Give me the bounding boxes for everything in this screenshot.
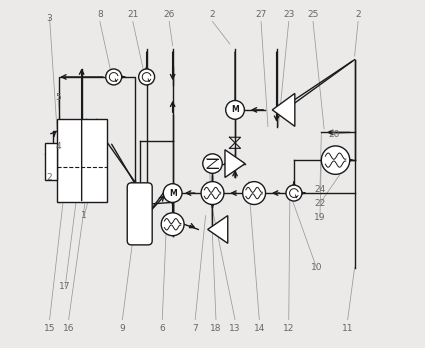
Circle shape <box>139 69 155 85</box>
Polygon shape <box>225 150 245 177</box>
Text: 19: 19 <box>314 213 326 222</box>
Circle shape <box>163 184 182 203</box>
Circle shape <box>161 213 184 236</box>
Text: 2: 2 <box>47 173 52 182</box>
Text: 8: 8 <box>97 10 103 19</box>
Text: 12: 12 <box>283 324 295 333</box>
Circle shape <box>226 101 244 119</box>
Text: 11: 11 <box>342 324 354 333</box>
Text: 20: 20 <box>328 130 340 139</box>
Text: 22: 22 <box>314 199 326 208</box>
Text: 13: 13 <box>229 324 241 333</box>
Circle shape <box>201 182 224 205</box>
Text: 24: 24 <box>314 185 326 194</box>
Text: 2: 2 <box>355 10 361 19</box>
Circle shape <box>321 146 350 174</box>
Text: 18: 18 <box>210 324 222 333</box>
Text: 9: 9 <box>119 324 125 333</box>
Text: 25: 25 <box>307 10 319 19</box>
Text: 1: 1 <box>81 211 87 220</box>
Text: 3: 3 <box>47 14 52 23</box>
Text: 15: 15 <box>44 324 55 333</box>
Polygon shape <box>272 93 295 126</box>
Circle shape <box>243 182 266 205</box>
Polygon shape <box>208 216 228 243</box>
Text: 14: 14 <box>254 324 265 333</box>
Text: 26: 26 <box>164 10 175 19</box>
Text: 17: 17 <box>60 282 71 291</box>
Text: 5: 5 <box>55 93 61 102</box>
Text: 21: 21 <box>127 10 139 19</box>
Text: M: M <box>231 105 239 114</box>
Text: 16: 16 <box>63 324 74 333</box>
Circle shape <box>203 154 222 173</box>
Bar <box>45 143 57 180</box>
Text: M: M <box>169 189 176 198</box>
Text: 2: 2 <box>210 10 215 19</box>
Text: 4: 4 <box>55 142 61 151</box>
Text: 7: 7 <box>192 324 198 333</box>
Circle shape <box>106 69 122 85</box>
Text: 10: 10 <box>311 263 322 272</box>
FancyBboxPatch shape <box>127 183 152 245</box>
Bar <box>57 119 107 202</box>
Text: 6: 6 <box>159 324 165 333</box>
Circle shape <box>286 185 302 201</box>
Text: 27: 27 <box>255 10 267 19</box>
Text: 23: 23 <box>283 10 295 19</box>
